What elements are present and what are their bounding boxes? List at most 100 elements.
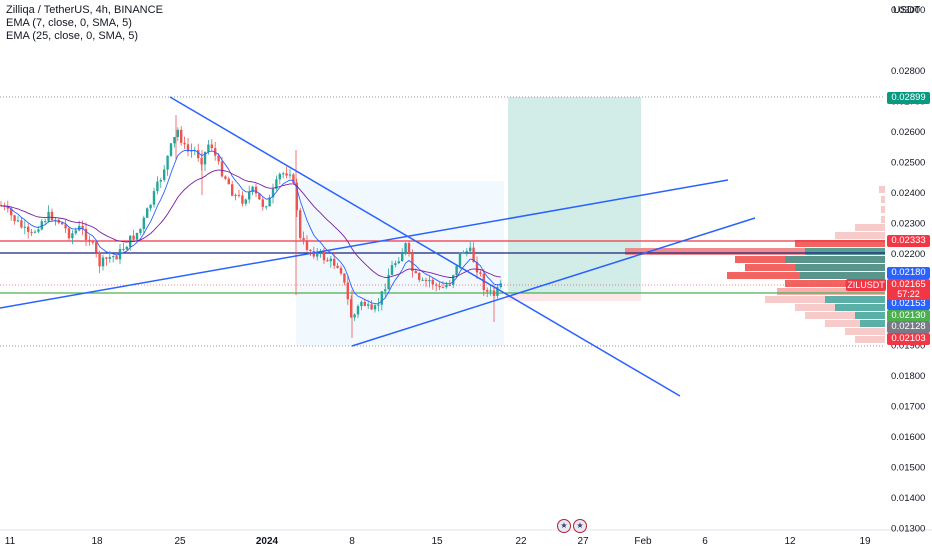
candle <box>455 266 458 276</box>
countdown-tag: 57:22 <box>887 289 930 300</box>
candle <box>166 155 169 170</box>
price-tick-label: 0.02300 <box>891 219 925 230</box>
candle <box>23 226 26 228</box>
candle <box>384 289 387 292</box>
volume-profile-bar <box>777 288 885 295</box>
us-flag-icon[interactable]: ★ <box>557 519 571 533</box>
volume-profile-bar <box>855 336 885 343</box>
symbol-title[interactable]: Zilliqa / TetherUS, 4h, BINANCE <box>6 4 163 16</box>
volume-profile-bar <box>800 272 885 279</box>
price-tick-label: 0.02600 <box>891 127 925 138</box>
candle <box>489 290 492 292</box>
volume-profile-bar <box>881 206 885 213</box>
candle <box>282 173 285 175</box>
candle <box>404 243 407 254</box>
candle <box>496 287 499 296</box>
candle <box>217 155 220 162</box>
candle <box>350 299 353 318</box>
time-tick-label: 19 <box>859 536 871 547</box>
candle <box>390 265 394 275</box>
volume-profile-bar <box>825 296 885 303</box>
candle <box>241 195 244 204</box>
candle <box>448 284 451 286</box>
price-tick-label: 0.01400 <box>891 493 925 504</box>
us-flag-icon[interactable]: ★ <box>573 519 587 533</box>
price-tick-label: 0.02800 <box>891 66 925 77</box>
candle <box>465 251 468 253</box>
candle <box>207 144 210 152</box>
candle <box>98 252 101 267</box>
price-tick-label: 0.01300 <box>891 524 925 535</box>
candle <box>146 208 149 218</box>
time-tick-label: 2024 <box>256 536 279 547</box>
economic-events[interactable]: ★ ★ <box>557 515 589 533</box>
candle <box>180 129 183 143</box>
candle <box>105 257 108 259</box>
candle <box>258 193 261 200</box>
candle <box>125 246 128 250</box>
trendline <box>169 96 681 397</box>
candle <box>343 273 346 283</box>
candle <box>418 273 421 280</box>
candle <box>254 186 258 194</box>
candle <box>288 174 292 176</box>
candle <box>227 178 230 185</box>
volume-profile-bar <box>845 328 885 335</box>
candle <box>462 252 465 254</box>
candle <box>220 161 224 177</box>
price-tick-label: 0.02400 <box>891 188 925 199</box>
time-tick-label: 15 <box>431 536 443 547</box>
price-tick-label: 0.02500 <box>891 158 925 169</box>
time-tick-label: 8 <box>349 536 355 547</box>
candle <box>360 301 363 307</box>
candle <box>414 271 417 274</box>
candle <box>108 257 111 259</box>
candle <box>61 222 64 225</box>
ema7-legend[interactable]: EMA (7, close, 0, SMA, 5) <box>6 17 132 29</box>
volume-profile-bar <box>795 240 885 247</box>
volume-profile-bar <box>881 216 885 223</box>
candle <box>30 231 33 233</box>
volume-profile-bar <box>795 264 885 271</box>
time-tick-label: 11 <box>5 536 16 547</box>
candle <box>95 242 98 253</box>
candle <box>275 179 278 189</box>
candle <box>499 283 502 288</box>
price-tag: 0.02153 <box>887 298 930 310</box>
candle <box>438 285 441 288</box>
candle <box>37 229 40 232</box>
candle <box>333 258 336 266</box>
candle <box>431 279 434 285</box>
candle <box>312 251 315 257</box>
candle <box>441 287 445 289</box>
price-tag: 0.02128 <box>887 321 930 333</box>
candle <box>472 247 475 263</box>
volume-profile-bar <box>805 248 885 255</box>
price-tick-label: 0.01500 <box>891 463 925 474</box>
price-tag: 0.02103 <box>887 333 930 345</box>
candle <box>370 304 373 310</box>
candle <box>268 197 271 207</box>
candle <box>224 176 227 179</box>
time-tick-label: 27 <box>577 536 589 547</box>
price-tag: 0.02180 <box>887 267 930 279</box>
candle <box>452 275 455 285</box>
volume-profile-bar <box>860 320 885 327</box>
candle <box>363 301 366 306</box>
candle <box>33 231 37 233</box>
ema7-line <box>0 149 501 305</box>
ema25-legend[interactable]: EMA (25, close, 0, SMA, 5) <box>6 30 139 42</box>
trendline <box>351 217 756 347</box>
candle <box>13 215 16 222</box>
volume-profile-bar <box>835 232 885 239</box>
candle <box>20 220 23 228</box>
candle <box>237 194 241 196</box>
candle <box>316 251 319 257</box>
candle <box>295 182 298 211</box>
candle <box>47 211 50 222</box>
candle <box>479 272 482 274</box>
candle <box>482 273 485 291</box>
currency-label[interactable]: USDT <box>893 5 921 16</box>
